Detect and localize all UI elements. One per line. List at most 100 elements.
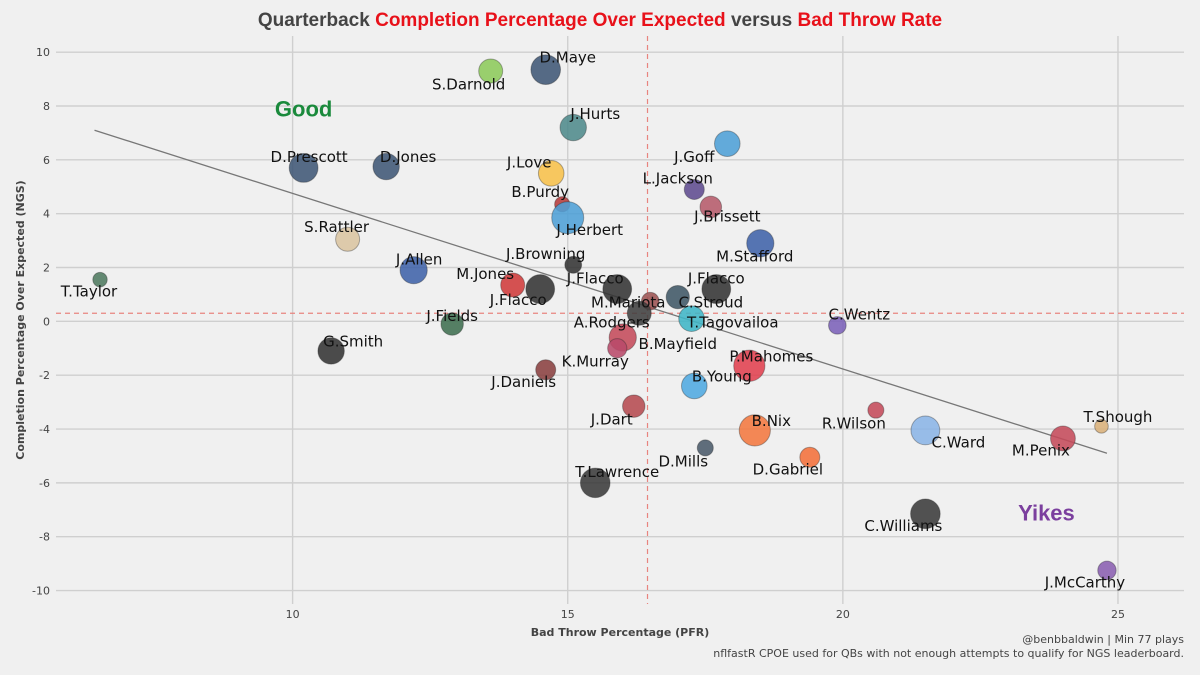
point-label-13: J.Browning bbox=[505, 245, 585, 263]
y-tick-label: -8 bbox=[39, 531, 50, 544]
point-label-25: C.Wentz bbox=[829, 306, 891, 324]
x-tick-label: 25 bbox=[1111, 608, 1125, 621]
point-21 bbox=[665, 285, 690, 310]
point-label-5: D.Jones bbox=[380, 148, 437, 166]
point-label-7: L.Jackson bbox=[643, 170, 713, 188]
point-29 bbox=[733, 349, 766, 382]
point-label-27: B.Mayfield bbox=[639, 335, 717, 353]
point-label-22: A.Rodgers bbox=[574, 314, 650, 332]
point-31 bbox=[680, 372, 708, 400]
point-19 bbox=[701, 274, 732, 304]
point-41 bbox=[910, 498, 941, 530]
title-part-4: Bad Throw Rate bbox=[797, 10, 943, 31]
point-label-26: G.Smith bbox=[323, 333, 383, 351]
point-3 bbox=[713, 130, 741, 157]
y-tick-label: 10 bbox=[36, 46, 50, 59]
point-label-32: J.Dart bbox=[590, 411, 633, 429]
point-39 bbox=[799, 446, 821, 468]
point-1 bbox=[478, 58, 504, 84]
point-label-8: B.Purdy bbox=[511, 183, 569, 201]
point-30 bbox=[535, 359, 557, 381]
point-28 bbox=[607, 338, 628, 359]
point-34 bbox=[738, 414, 771, 447]
point-40 bbox=[579, 467, 611, 499]
point-label-19: J.Flacco bbox=[687, 269, 745, 287]
point-label-23: J.Fields bbox=[425, 307, 478, 325]
axis-layer: -10 -8 -6 -4 -2 0 2 4 6 8 10 10 15 20 25 Bad Throw Perc… bbox=[14, 46, 1125, 639]
x-tick-label: 20 bbox=[836, 608, 850, 621]
y-tick-label: 8 bbox=[43, 100, 50, 113]
y-tick-label: -4 bbox=[39, 423, 50, 436]
point-label-34: B.Nix bbox=[752, 412, 791, 430]
y-tick-label: 2 bbox=[43, 262, 50, 275]
point-35 bbox=[910, 415, 941, 446]
point-label-14: J.Allen bbox=[395, 250, 443, 268]
point-13 bbox=[564, 255, 583, 274]
point-14 bbox=[399, 256, 428, 285]
point-label-10: J.Herbert bbox=[555, 221, 623, 239]
point-25 bbox=[828, 316, 847, 335]
labels-layer: D.Maye S.Darnold J.Hurts J.Goff D.Prescott D.… bbox=[60, 49, 1153, 592]
point-label-1: S.Darnold bbox=[432, 75, 505, 93]
point-label-37: T.Shough bbox=[1083, 408, 1153, 426]
point-label-3: J.Goff bbox=[673, 148, 715, 166]
point-6 bbox=[537, 159, 565, 187]
annotation-yikes: Yikes bbox=[1018, 500, 1075, 525]
point-2 bbox=[559, 113, 587, 142]
point-label-4: D.Prescott bbox=[271, 148, 348, 166]
footer-credit: @benbbaldwin | Min 77 plays bbox=[1022, 633, 1184, 646]
y-tick-label: 0 bbox=[43, 315, 50, 328]
point-label-41: C.Williams bbox=[864, 517, 942, 535]
point-23 bbox=[440, 312, 464, 336]
point-label-6: J.Love bbox=[506, 154, 552, 172]
y-axis-label: Completion Percentage Over Expected (NGS… bbox=[14, 180, 27, 459]
point-label-38: D.Mills bbox=[658, 452, 708, 470]
point-9 bbox=[699, 195, 723, 219]
trend-line bbox=[94, 129, 1108, 454]
point-12 bbox=[335, 226, 361, 252]
point-label-28: K.Murray bbox=[562, 353, 629, 371]
footer-note: nflfastR CPOE used for QBs with not enou… bbox=[713, 647, 1184, 660]
title-part-2: Completion Percentage Over Expected bbox=[375, 10, 726, 31]
point-32 bbox=[622, 394, 646, 418]
x-axis-label: Bad Throw Percentage (PFR) bbox=[531, 626, 710, 639]
point-33 bbox=[867, 401, 885, 419]
y-tick-label: -10 bbox=[32, 585, 50, 598]
point-label-11: M.Stafford bbox=[716, 248, 793, 266]
point-0 bbox=[530, 54, 562, 85]
footer: @benbbaldwin | Min 77 plays nflfastR CPO… bbox=[713, 633, 1184, 661]
point-10 bbox=[551, 201, 585, 235]
point-label-15: T.Taylor bbox=[60, 283, 118, 301]
point-24 bbox=[678, 305, 705, 332]
title-part-3: versus bbox=[725, 10, 798, 31]
point-17 bbox=[525, 274, 556, 304]
point-label-40: T.Lawrence bbox=[574, 463, 659, 481]
point-label-31: B.Young bbox=[692, 368, 752, 386]
point-label-39: D.Gabriel bbox=[753, 460, 823, 478]
point-label-36: M.Penix bbox=[1012, 442, 1070, 460]
point-label-16: M.Jones bbox=[456, 265, 514, 283]
point-label-35: C.Ward bbox=[932, 433, 986, 451]
point-5 bbox=[372, 152, 400, 181]
x-tick-label: 15 bbox=[561, 608, 575, 621]
point-7 bbox=[683, 178, 705, 200]
point-38 bbox=[696, 439, 714, 457]
point-label-17: J.Flacco bbox=[489, 291, 547, 309]
points-layer bbox=[92, 54, 1117, 581]
point-label-33: R.Wilson bbox=[822, 415, 886, 433]
y-tick-label: 6 bbox=[43, 154, 50, 167]
title-part-1: Quarterback bbox=[257, 10, 376, 31]
point-label-12: S.Rattler bbox=[304, 218, 370, 236]
point-26 bbox=[317, 337, 345, 365]
y-tick-label: 4 bbox=[43, 208, 50, 221]
point-11 bbox=[746, 229, 775, 258]
point-label-42: J.McCarthy bbox=[1044, 573, 1126, 591]
point-16 bbox=[500, 272, 526, 298]
point-label-2: J.Hurts bbox=[569, 105, 620, 123]
x-tick-label: 10 bbox=[286, 608, 300, 621]
point-label-0: D.Maye bbox=[539, 49, 596, 67]
annotation-good: Good bbox=[275, 97, 332, 122]
y-tick-label: -2 bbox=[39, 369, 50, 382]
point-4 bbox=[288, 153, 319, 183]
